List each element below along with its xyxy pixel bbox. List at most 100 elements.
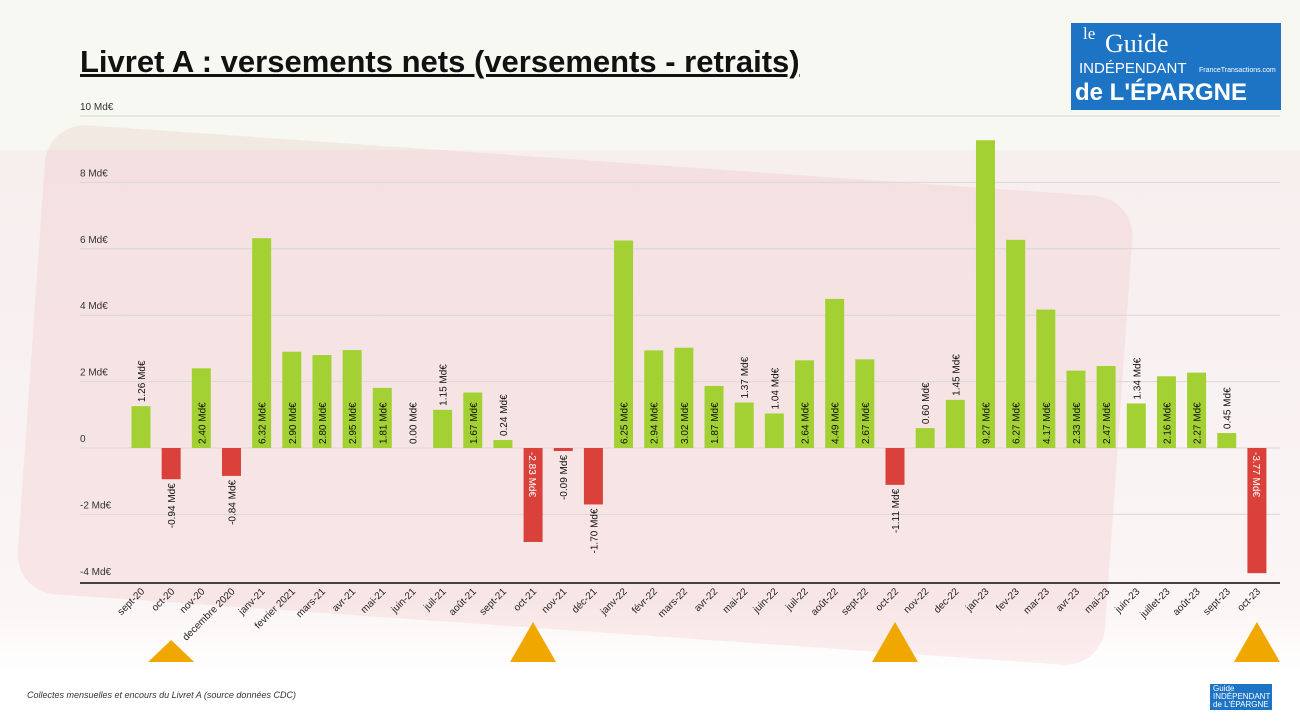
x-tick-label: juil-21 xyxy=(421,586,449,614)
data-label: 2.40 Md€ xyxy=(197,402,208,444)
data-label: -1.70 Md€ xyxy=(589,508,600,553)
data-label: 1.81 Md€ xyxy=(378,402,389,444)
x-tick-label: mars-22 xyxy=(656,586,690,620)
bar xyxy=(523,448,543,542)
x-tick-label: avr-22 xyxy=(692,586,720,614)
bar xyxy=(734,402,754,448)
x-tick-label: déc-21 xyxy=(570,586,600,616)
x-tick-label: août-22 xyxy=(809,586,841,618)
data-label: 2.47 Md€ xyxy=(1102,402,1113,444)
bar xyxy=(312,355,332,448)
y-tick-label: -4 Md€ xyxy=(80,567,112,578)
x-tick-label: mai-22 xyxy=(721,586,751,616)
data-label: 6.32 Md€ xyxy=(258,402,269,444)
x-tick-label: juin-22 xyxy=(751,586,781,616)
x-tick-label: oct-20 xyxy=(150,586,178,614)
logo-text: de L'ÉPARGNE xyxy=(1075,79,1247,106)
data-label: 6.27 Md€ xyxy=(1012,402,1023,444)
data-label: 3.02 Md€ xyxy=(680,402,691,444)
bar xyxy=(433,409,453,448)
x-tick-label: oct-23 xyxy=(1236,586,1264,614)
marker-triangle xyxy=(510,622,557,662)
y-tick-label: 0 xyxy=(80,434,86,445)
x-tick-label: mars-21 xyxy=(294,586,328,620)
x-tick-label: mai-21 xyxy=(359,586,389,616)
bar xyxy=(855,359,875,448)
y-tick-label: 10 Md€ xyxy=(80,102,114,113)
logo-text: INDÉPENDANT xyxy=(1079,60,1187,77)
x-tick-label: avr-23 xyxy=(1054,586,1082,614)
bar xyxy=(614,240,634,448)
logo-text: Guide xyxy=(1105,29,1169,58)
data-label: 4.17 Md€ xyxy=(1042,402,1053,444)
bar xyxy=(1187,372,1207,448)
page-title: Livret A : versements nets (versements -… xyxy=(80,44,800,79)
bar xyxy=(191,368,211,448)
x-tick-label: mar-23 xyxy=(1022,586,1052,616)
bar xyxy=(795,360,815,448)
bar xyxy=(1156,376,1176,448)
data-label: -0.09 Md€ xyxy=(559,455,570,500)
data-label: 2.16 Md€ xyxy=(1162,402,1173,444)
y-tick-label: 4 Md€ xyxy=(80,301,108,312)
x-tick-label: jan-23 xyxy=(963,586,991,614)
data-label: 1.67 Md€ xyxy=(469,402,480,444)
bar xyxy=(674,347,694,448)
bar xyxy=(583,448,603,505)
x-tick-label: sept-21 xyxy=(478,586,510,618)
x-tick-label: sept-20 xyxy=(116,586,148,618)
x-tick-label: dec-22 xyxy=(932,586,962,616)
x-tick-label: juillet-23 xyxy=(1138,586,1173,621)
y-tick-label: 6 Md€ xyxy=(80,235,108,246)
bar xyxy=(704,385,724,448)
marker-triangle xyxy=(148,640,195,662)
data-label: 2.94 Md€ xyxy=(650,402,661,444)
data-label: 2.95 Md€ xyxy=(348,402,359,444)
data-label: 1.37 Md€ xyxy=(740,356,751,398)
data-label: 0.24 Md€ xyxy=(499,394,510,436)
marker-triangle xyxy=(1233,622,1280,662)
x-tick-label: oct-21 xyxy=(512,586,540,614)
bar xyxy=(282,351,302,448)
bar xyxy=(161,448,181,480)
x-tick-label: mai-23 xyxy=(1083,586,1113,616)
small-logo: Guide INDÉPENDANT de L'ÉPARGNE xyxy=(1210,684,1272,710)
bar xyxy=(463,392,483,448)
data-label: 6.25 Md€ xyxy=(620,402,631,444)
bar xyxy=(1217,433,1237,448)
guide-epargne-logo: le Guide INDÉPENDANT de L'ÉPARGNE France… xyxy=(1071,23,1281,110)
x-tick-label: sept-22 xyxy=(840,586,872,618)
bar xyxy=(1126,403,1146,448)
data-label: 1.04 Md€ xyxy=(770,367,781,409)
x-tick-label: nov-21 xyxy=(540,586,570,616)
logo-text: le xyxy=(1083,24,1096,43)
data-label: 2.80 Md€ xyxy=(318,402,329,444)
bar xyxy=(1006,239,1026,448)
bar xyxy=(131,406,151,448)
data-label: -1.11 Md€ xyxy=(891,488,902,533)
data-label: 2.67 Md€ xyxy=(861,402,872,444)
logo-tagline: FranceTransactions.com xyxy=(1199,67,1276,74)
bar xyxy=(493,440,513,448)
y-tick-label: -2 Md€ xyxy=(80,500,112,511)
y-tick-label: 2 Md€ xyxy=(80,368,108,379)
x-tick-label: avr-21 xyxy=(330,586,358,614)
data-label: -3.77 Md€ xyxy=(1250,452,1261,497)
data-label: -0.84 Md€ xyxy=(227,479,238,524)
data-label: 2.64 Md€ xyxy=(801,402,812,444)
bar xyxy=(372,387,392,448)
x-tick-label: août-23 xyxy=(1171,586,1203,618)
data-label: 4.49 Md€ xyxy=(831,402,842,444)
x-tick-label: août-21 xyxy=(447,586,479,618)
x-tick-label: nov-22 xyxy=(902,586,932,616)
data-label: 0.60 Md€ xyxy=(921,382,932,424)
data-label: -0.94 Md€ xyxy=(167,483,178,528)
bar xyxy=(945,399,965,448)
x-tick-label: oct-22 xyxy=(874,586,902,614)
data-label: -2.83 Md€ xyxy=(526,452,537,497)
bar xyxy=(1066,370,1086,448)
data-label: 1.87 Md€ xyxy=(710,402,721,444)
data-label: 2.33 Md€ xyxy=(1072,402,1083,444)
